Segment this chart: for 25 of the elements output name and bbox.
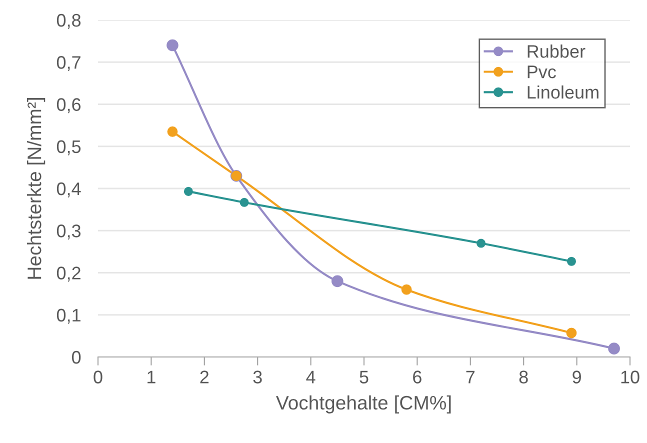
y-tick-label: 0,6 [56,98,81,114]
x-tick-label: 0 [94,370,102,384]
x-tick-label: 4 [306,370,316,384]
x-tick-label: 7 [466,370,475,384]
legend-label: Linoleum [528,85,598,99]
y-tick-label: 0,2 [56,266,80,282]
x-tick-label: 6 [413,370,422,384]
x-tick-label: 10 [621,370,640,384]
legend-label: Pvc [528,66,556,78]
x-tick-label: 9 [572,370,581,384]
x-tick-label: 2 [200,370,209,384]
x-tick-label: 8 [519,370,528,384]
y-tick-label: 0 [72,350,81,364]
legend-label: Rubber [528,44,586,58]
y-tick-label: 0,5 [56,140,81,156]
x-tick-label: 1 [148,370,156,384]
x-tick-label: 5 [360,370,368,384]
y-tick-label: 0,1 [56,308,80,324]
y-tick-label: 0,4 [56,182,81,198]
y-axis-title: Hechtsterkte [N/mm²] [27,98,46,279]
y-tick-label: 0,3 [56,224,81,240]
x-axis-title: Vochtgehalte [CM%] [276,395,451,414]
x-tick-label: 3 [253,370,262,384]
y-tick-label: 0,8 [56,14,81,29]
y-tick-label: 0,7 [56,56,80,71]
